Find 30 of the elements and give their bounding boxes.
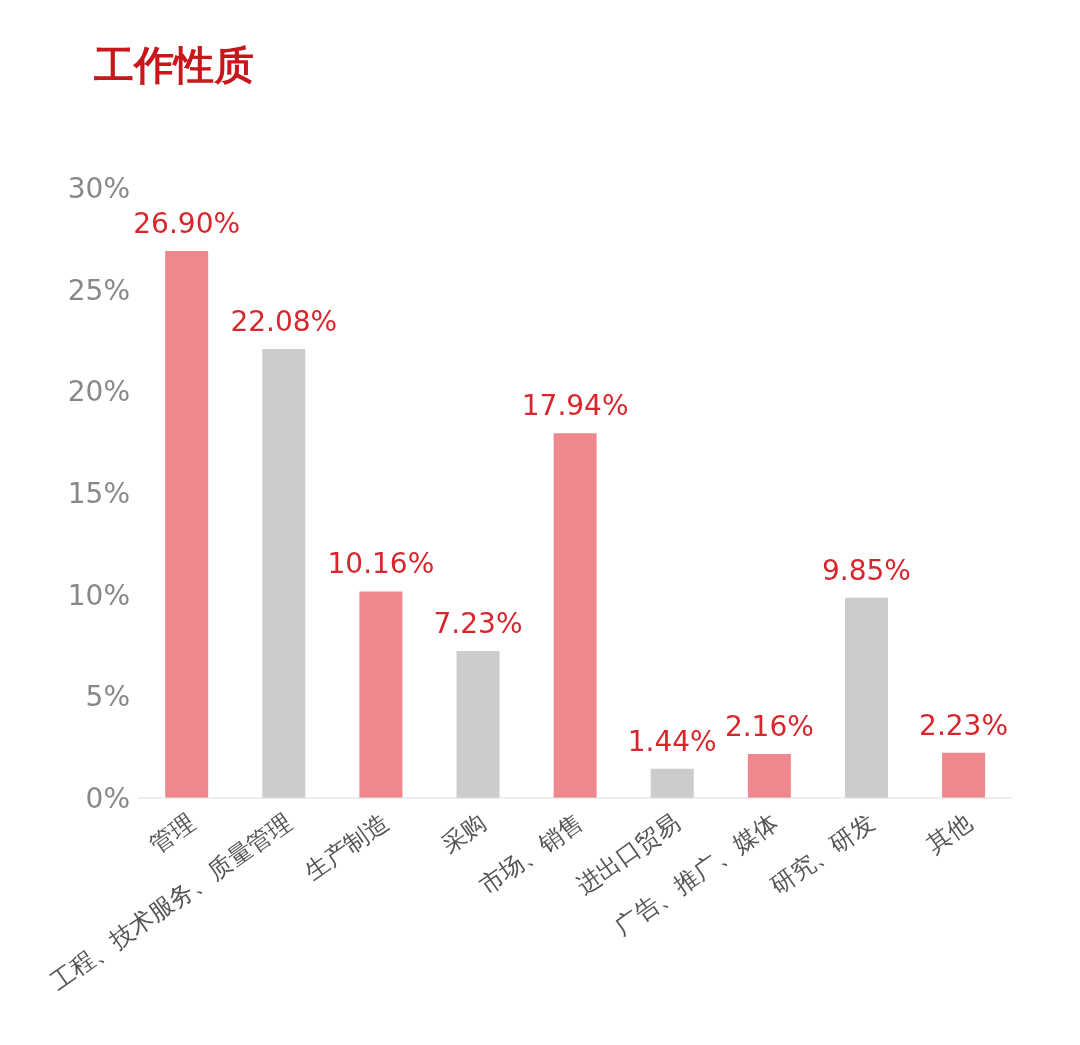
data-label: 26.90% <box>133 207 241 241</box>
bar <box>359 591 403 798</box>
x-tick-label: 生产制造 <box>299 807 395 886</box>
y-tick-label: 15% <box>67 476 130 510</box>
x-tick-label: 采购 <box>435 807 492 859</box>
data-label: 22.08% <box>230 305 338 339</box>
bar <box>650 768 694 798</box>
bar <box>747 754 791 798</box>
data-label: 9.85% <box>821 553 911 587</box>
x-tick-label: 其他 <box>921 807 977 859</box>
y-tick-label: 25% <box>67 273 130 307</box>
bar <box>942 752 986 798</box>
y-tick-label: 20% <box>67 375 130 409</box>
x-tick-label: 管理 <box>144 807 200 859</box>
bar <box>553 433 597 798</box>
bar <box>456 650 500 798</box>
bar <box>844 597 888 798</box>
data-label: 10.16% <box>327 547 435 581</box>
data-label: 2.23% <box>919 708 1009 742</box>
y-tick-label: 5% <box>85 680 130 714</box>
bar <box>262 349 306 798</box>
y-tick-label: 10% <box>67 578 130 612</box>
data-label: 2.16% <box>724 710 814 744</box>
y-tick-label: 30% <box>67 171 130 205</box>
bar <box>165 251 209 798</box>
data-label: 1.44% <box>627 724 717 758</box>
data-label: 17.94% <box>521 389 629 423</box>
y-tick-label: 0% <box>85 781 130 815</box>
chart-title: 工作性质 <box>93 41 255 90</box>
data-label: 7.23% <box>433 606 523 640</box>
